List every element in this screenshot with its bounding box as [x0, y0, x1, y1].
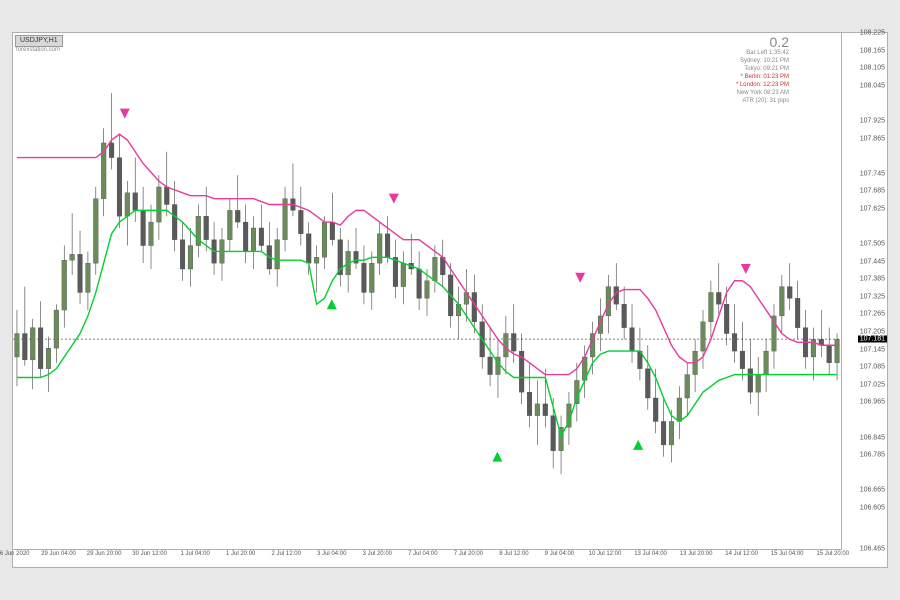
y-tick-label: 106.965 — [860, 399, 885, 406]
x-tick-label: 7 Jul 20:00 — [454, 551, 483, 557]
y-tick-label: 107.145 — [860, 346, 885, 353]
x-tick-label: 15 Jul 20:00 — [816, 551, 849, 557]
y-tick-label: 107.505 — [860, 241, 885, 248]
x-tick-label: 9 Jul 04:00 — [545, 551, 574, 557]
y-tick-label: 107.685 — [860, 188, 885, 195]
y-tick-label: 107.205 — [860, 329, 885, 336]
x-tick-label: 15 Jul 04:00 — [771, 551, 804, 557]
x-tick-label: 2 Jul 12:00 — [272, 551, 301, 557]
y-tick-label: 107.325 — [860, 293, 885, 300]
y-tick-label: 107.385 — [860, 276, 885, 283]
current-price-tag: 107.181 — [858, 336, 887, 343]
x-axis: 26 Jun 202029 Jun 04:0029 Jun 20:0030 Ju… — [13, 549, 841, 567]
y-tick-label: 106.465 — [860, 546, 885, 553]
x-tick-label: 30 Jun 12:00 — [132, 551, 167, 557]
y-tick-label: 107.745 — [860, 170, 885, 177]
y-tick-label: 106.665 — [860, 487, 885, 494]
y-tick-label: 107.265 — [860, 311, 885, 318]
x-tick-label: 1 Jul 04:00 — [180, 551, 209, 557]
x-tick-label: 8 Jul 12:00 — [499, 551, 528, 557]
y-axis: 108.225 108.165 108.105 108.045 107.925 107.8… — [841, 33, 887, 549]
y-tick-label: 108.105 — [860, 65, 885, 72]
y-tick-label: 107.865 — [860, 135, 885, 142]
y-tick-label: 107.025 — [860, 381, 885, 388]
chart-svg — [13, 33, 841, 549]
x-tick-label: 29 Jun 20:00 — [87, 551, 122, 557]
x-tick-label: 3 Jul 20:00 — [363, 551, 392, 557]
y-tick-label: 106.605 — [860, 504, 885, 511]
x-tick-label: 29 Jun 04:00 — [41, 551, 76, 557]
y-tick-label: 108.045 — [860, 82, 885, 89]
x-tick-label: 14 Jul 12:00 — [725, 551, 758, 557]
x-tick-label: 13 Jul 04:00 — [634, 551, 667, 557]
y-tick-label: 107.445 — [860, 258, 885, 265]
x-tick-label: 3 Jul 04:00 — [317, 551, 346, 557]
y-tick-label: 106.845 — [860, 434, 885, 441]
x-tick-label: 1 Jul 20:00 — [226, 551, 255, 557]
y-tick-label: 108.225 — [860, 30, 885, 37]
y-tick-label: 107.085 — [860, 364, 885, 371]
x-tick-label: 7 Jul 04:00 — [408, 551, 437, 557]
x-tick-label: 13 Jul 20:00 — [680, 551, 713, 557]
y-tick-label: 108.165 — [860, 47, 885, 54]
chart-frame: USDJPY,H1 forexstation.com 0.2 Bar Left … — [12, 32, 888, 568]
y-tick-label: 107.625 — [860, 205, 885, 212]
x-tick-label: 26 Jun 2020 — [0, 551, 30, 557]
x-tick-label: 10 Jul 12:00 — [589, 551, 622, 557]
y-tick-label: 106.785 — [860, 452, 885, 459]
y-tick-label: 107.925 — [860, 117, 885, 124]
chart-area[interactable]: USDJPY,H1 forexstation.com 0.2 Bar Left … — [13, 33, 842, 550]
